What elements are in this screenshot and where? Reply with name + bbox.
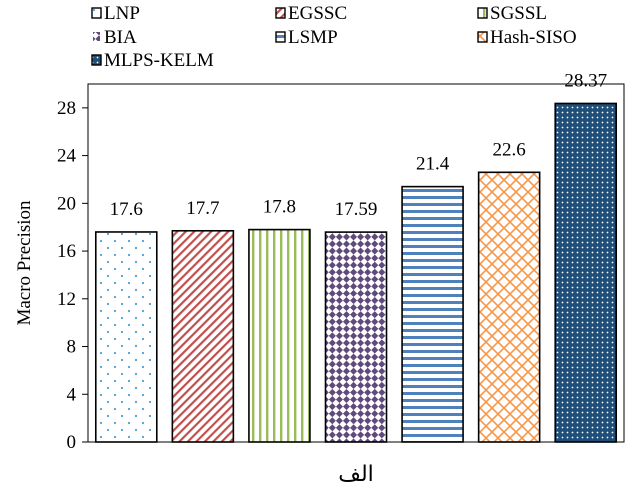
legend-swatch-egssc: [275, 7, 286, 19]
bar-bia: [324, 231, 388, 443]
legend-swatch-sgssl: [477, 7, 488, 19]
bar-lsmp: [401, 185, 464, 443]
data-label-bia: 17.59: [335, 199, 378, 220]
legend-label-lnp: LNP: [104, 3, 140, 24]
legend-label-lsmp: LSMP: [288, 27, 338, 48]
y-axis-title: Macro Precision: [14, 200, 35, 326]
data-label-hash-siso: 22.6: [493, 139, 526, 160]
bars: [94, 102, 618, 443]
legend-swatch-bia: [93, 32, 100, 41]
y-tick-label: 4: [67, 384, 77, 405]
legend-swatch-lnp: [91, 7, 102, 19]
data-label-sgssl: 17.8: [263, 197, 296, 218]
y-tick-label: 16: [57, 241, 76, 262]
legend-label-sgssl: SGSSL: [490, 3, 547, 24]
data-label-mlps-kelm: 28.37: [564, 70, 607, 91]
bar-lnp: [94, 231, 158, 443]
bar-mlps-kelm: [554, 102, 618, 443]
bar-hash-siso: [477, 171, 541, 443]
legend-label-hash-siso: Hash-SISO: [490, 27, 577, 48]
legend-swatch-hash-siso: [477, 31, 488, 43]
y-tick-label: 8: [67, 337, 77, 358]
bar-sgssl: [248, 228, 311, 443]
legend-swatch-lsmp: [275, 31, 286, 43]
legend-label-mlps-kelm: MLPS-KELM: [104, 50, 214, 71]
legend: LNP EGSSC SGSSL BIA LSMP Hash-SISO MLPS-KELM: [91, 3, 577, 71]
y-tick-label: 0: [67, 432, 77, 453]
data-label-egssc: 17.7: [186, 198, 219, 219]
y-tick-label: 24: [57, 146, 77, 167]
legend-swatch-mlps-kelm: [91, 54, 102, 66]
data-labels: 17.6 17.7 17.8 17.59 21.4 22.6 28.37: [110, 70, 607, 220]
data-label-lsmp: 21.4: [416, 154, 450, 175]
y-tick-label: 28: [57, 98, 76, 119]
legend-label-bia: BIA: [104, 27, 137, 48]
y-axis: 0 4 8 12 16 20 24 28: [57, 98, 88, 453]
y-tick-label: 20: [57, 193, 76, 214]
caption: الف: [338, 462, 374, 487]
y-tick-label: 12: [57, 289, 76, 310]
bar-egssc: [171, 229, 235, 443]
data-label-lnp: 17.6: [110, 199, 143, 220]
legend-label-egssc: EGSSC: [288, 3, 347, 24]
